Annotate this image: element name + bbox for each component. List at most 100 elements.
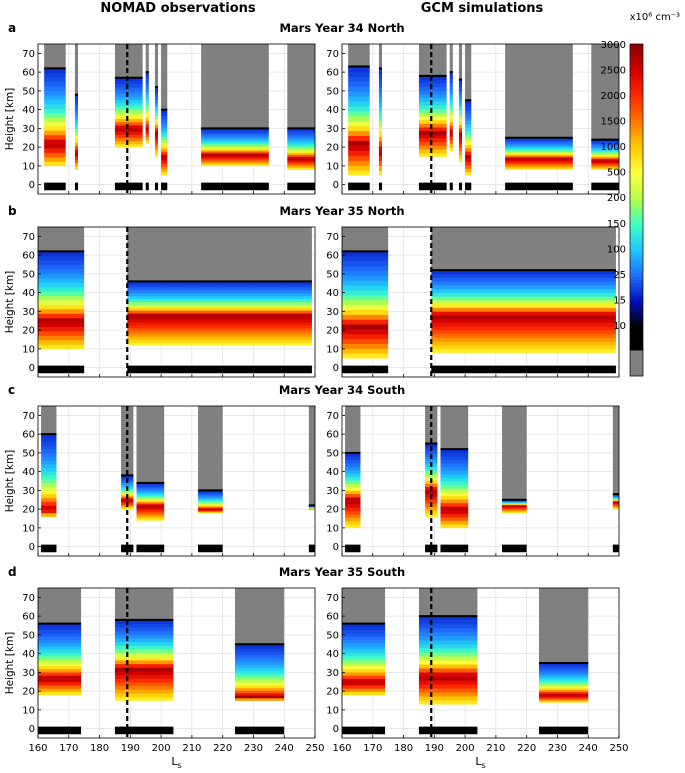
profile-band [154,93,159,97]
data-segment [114,44,143,191]
low-density-edge [418,74,447,77]
profile-band [378,155,383,161]
colorbar-tick-label: 2000 [601,91,626,102]
profile-band [612,496,619,498]
y-tick-label: 50 [326,269,339,280]
low-density-edge [44,67,66,70]
profile-band [154,121,159,126]
profile-band [591,160,619,162]
low-density-edge [458,78,463,81]
profile-band [418,700,478,705]
profile-band [342,333,389,340]
grey-region [114,44,143,78]
profile-band [465,154,472,159]
profile-band [114,125,143,129]
panel-b-gcm: 0 10 20 30 40 50 60 70 [326,226,620,378]
profile-band [234,695,285,699]
profile-band [154,112,159,116]
profile-band [538,668,589,671]
data-segment [591,44,619,191]
profile-band [114,630,174,635]
profile-band [458,132,463,137]
profile-band [505,142,573,144]
profile-band [287,145,315,148]
profile-band [234,672,285,676]
profile-band [342,304,389,310]
y-tick-label: 70 [326,49,339,60]
profile-band [440,456,469,461]
profile-band [418,632,478,637]
colorbar-swatch [630,245,643,249]
profile-band [591,166,619,169]
profile-band [201,155,269,158]
profile-band [234,669,285,673]
profile-band [127,342,312,346]
profile-band [161,133,168,137]
profile-band [201,150,269,153]
grey-region [345,406,361,453]
profile-band [431,333,616,338]
low-density-edge [378,67,383,70]
colorbar-swatch [630,280,643,284]
profile-band [74,121,79,126]
y-tick-label: 60 [22,430,35,441]
profile-band [161,118,168,122]
profile-band [136,491,165,494]
profile-band [458,94,463,99]
colorbar-swatch [630,369,643,374]
profile-band [449,118,453,123]
y-tick-label: 40 [326,467,339,478]
profile-band [198,496,223,498]
profile-band [161,160,168,164]
profile-band [342,652,386,657]
profile-band [418,696,478,701]
colorbar-swatch [630,130,643,134]
profile-band [114,131,143,135]
profile-band [154,106,159,110]
profile-band [505,149,573,152]
y-tick-label: 10 [326,523,339,534]
profile-band [612,499,619,501]
profile-band [348,150,370,156]
profile-band [465,120,472,125]
profile-band [502,510,527,512]
profile-band [161,145,168,149]
colorbar-swatch [630,261,643,265]
profile-band [458,87,463,92]
profile-band [431,318,616,323]
grey-region [502,406,527,500]
column-title-gcm: GCM simulations [421,1,544,16]
profile-band [201,152,269,155]
profile-band [458,135,463,140]
x-tick-label: 220 [213,743,232,754]
data-segment [440,406,469,553]
profile-band [154,102,159,107]
profile-band [431,281,616,286]
profile-band [458,98,463,103]
y-tick-label: 40 [326,649,339,660]
profile-band [114,627,174,632]
x-axis-label: Ls [171,755,181,770]
colorbar-swatch [630,270,643,275]
grey-region [145,44,149,73]
surface-bar [418,182,447,191]
colorbar-swatch [630,91,643,96]
profile-band [201,157,269,160]
profile-band [44,139,66,145]
profile-band [378,141,383,147]
profile-band [127,319,312,323]
profile-band [342,299,389,306]
profile-band [465,110,472,115]
profile-band [345,486,361,491]
colorbar-swatch [630,302,643,307]
profile-band [465,151,472,156]
profile-band [201,135,269,138]
profile-band [201,138,269,141]
profile-band [74,142,79,147]
colorbar-tick-label: 1500 [601,117,626,128]
colorbar-swatch [630,190,643,195]
profile-band [342,681,386,686]
grey-region [127,227,312,282]
profile-band [136,496,165,499]
profile-band [145,78,149,83]
